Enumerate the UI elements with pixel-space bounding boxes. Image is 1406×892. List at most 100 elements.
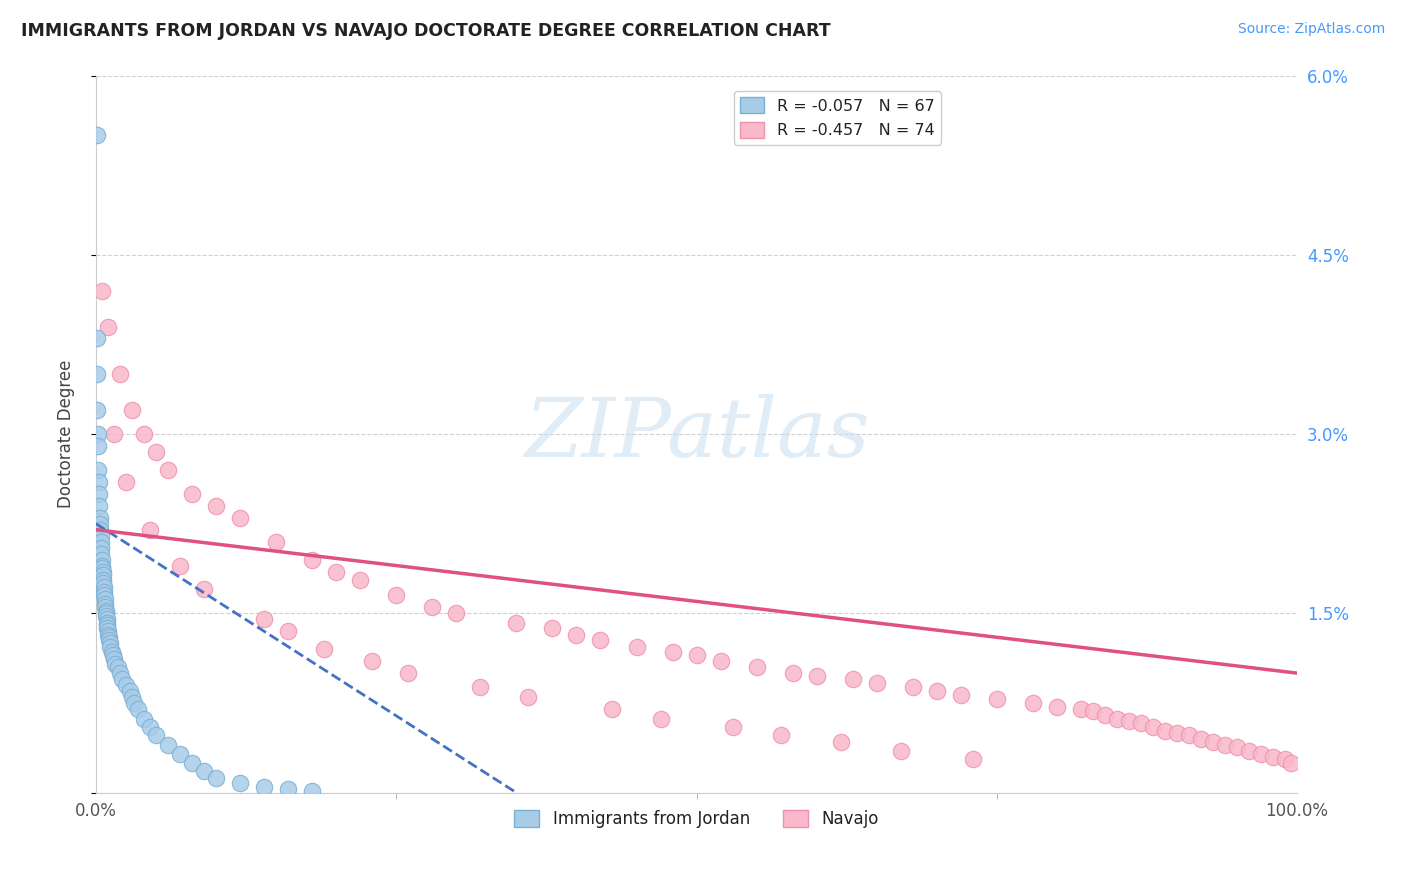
Point [96,621,118,635]
Point [97,319,120,334]
Point [93,585,115,599]
Point [1105,712,1128,726]
Point [115,678,138,692]
Point [301,552,323,566]
Point [890,744,912,758]
Point [1250,747,1272,762]
Point [139,720,162,734]
Point [121,690,143,704]
Point [1261,749,1284,764]
Point [87,427,110,442]
Point [181,487,204,501]
Point [86,128,108,143]
Point [94,600,117,615]
Point [962,752,984,766]
Point [1202,735,1225,749]
Point [314,642,336,657]
Point [87,463,110,477]
Point [169,747,191,762]
Point [710,654,733,668]
Point [1022,696,1045,710]
Point [127,702,149,716]
Point [108,368,131,382]
Point [253,612,276,626]
Point [157,463,180,477]
Point [782,666,804,681]
Point [446,607,468,621]
Point [349,573,371,587]
Point [91,573,114,587]
Point [96,615,118,630]
Point [229,776,252,790]
Point [100,645,122,659]
Point [301,784,323,798]
Point [118,684,141,698]
Point [91,558,114,573]
Point [505,615,527,630]
Point [205,499,228,513]
Point [1154,723,1177,738]
Point [1178,728,1201,742]
Point [1166,726,1188,740]
Point [89,510,111,524]
Point [93,592,115,607]
Point [96,612,118,626]
Point [277,782,299,797]
Point [830,735,852,749]
Point [205,772,228,786]
Point [86,403,108,417]
Point [89,499,111,513]
Point [661,645,683,659]
Point [108,666,131,681]
Point [93,580,115,594]
Point [1129,716,1152,731]
Point [115,475,138,489]
Point [103,427,125,442]
Point [169,558,191,573]
Point [361,654,384,668]
Point [97,624,120,639]
Point [565,628,588,642]
Point [626,640,648,654]
Point [94,597,117,611]
Point [96,608,118,623]
Point [132,712,155,726]
Point [121,403,143,417]
Point [107,660,129,674]
Point [1142,720,1164,734]
Point [91,568,114,582]
Point [602,702,624,716]
Point [87,475,110,489]
Point [806,668,828,682]
Point [97,628,120,642]
Point [89,523,111,537]
Point [181,756,204,770]
Point [90,529,112,543]
Point [420,600,443,615]
Point [90,534,112,549]
Point [229,510,252,524]
Point [396,666,419,681]
Point [100,640,122,654]
Point [86,331,108,345]
Point [86,368,108,382]
Point [1226,740,1249,755]
Point [111,672,134,686]
Point [94,607,117,621]
Point [93,589,115,603]
Point [124,696,146,710]
Point [94,604,117,618]
Point [721,720,744,734]
Point [986,692,1008,706]
Y-axis label: Doctorate Degree: Doctorate Degree [58,359,75,508]
Point [91,284,114,298]
Point [157,738,180,752]
Point [1081,705,1104,719]
Point [841,672,863,686]
Point [949,688,972,702]
Point [925,684,948,698]
Point [193,764,215,779]
Point [87,487,110,501]
Text: ZIPatlas: ZIPatlas [524,394,869,474]
Point [104,657,127,671]
